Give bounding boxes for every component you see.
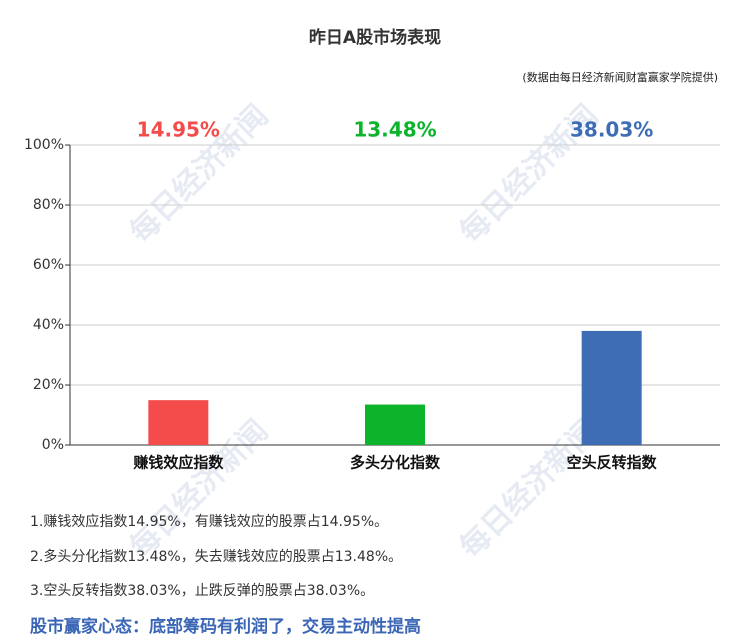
value-label: 38.03% (570, 118, 653, 142)
y-tick-label: 40% (33, 317, 64, 333)
note: 3.空头反转指数38.03%，止跌反弹的股票占38.03%。 (30, 583, 374, 599)
chart-title: 昨日A股市场表现 (309, 27, 441, 48)
bar (365, 404, 425, 445)
y-tick-label: 60% (33, 257, 64, 273)
watermarks: 每日经济新闻 每日经济新闻 每日经济新闻 每日经济新闻 (123, 98, 605, 565)
y-tick-label: 80% (33, 197, 64, 213)
value-label: 13.48% (353, 118, 436, 142)
x-tick-label: 多头分化指数 (350, 454, 441, 472)
y-tick-label: 20% (33, 377, 64, 393)
headline: 股市赢家心态：底部筹码有利润了，交易主动性提高 (30, 616, 421, 637)
bar (148, 400, 209, 445)
chart-subtitle: (数据由每日经济新闻财富赢家学院提供) (522, 70, 718, 84)
x-tick-label: 赚钱效应指数 (132, 454, 224, 472)
x-tick-label: 空头反转指数 (567, 454, 658, 472)
note: 2.多头分化指数13.48%，失去赚钱效应的股票占13.48%。 (30, 548, 402, 565)
value-label: 14.95% (137, 118, 220, 142)
y-tick-label: 0% (42, 437, 64, 453)
y-tick-label: 100% (24, 137, 64, 153)
bar (581, 330, 642, 445)
note: 1.赚钱效应指数14.95%，有赚钱效应的股票占14.95%。 (30, 513, 388, 530)
